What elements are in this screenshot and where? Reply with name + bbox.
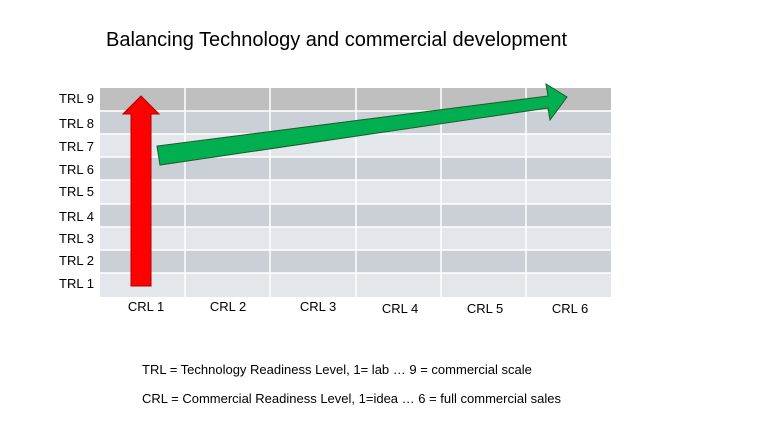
legend-trl: TRL = Technology Readiness Level, 1= lab… bbox=[142, 362, 532, 377]
trl-label-1: TRL 1 bbox=[59, 276, 94, 291]
trl-label-5: TRL 5 bbox=[59, 184, 94, 199]
trl-label-2: TRL 2 bbox=[59, 253, 94, 268]
trl-label-6: TRL 6 bbox=[59, 162, 94, 177]
trl-label-3: TRL 3 bbox=[59, 231, 94, 246]
trl-label-7: TRL 7 bbox=[59, 139, 94, 154]
crl-label-1: CRL 1 bbox=[127, 299, 165, 314]
trl-label-8: TRL 8 bbox=[59, 116, 94, 131]
crl-label-6: CRL 6 bbox=[551, 301, 589, 316]
trl-label-4: TRL 4 bbox=[59, 209, 94, 224]
trl-label-9: TRL 9 bbox=[59, 91, 94, 106]
diagram-title: Balancing Technology and commercial deve… bbox=[106, 29, 568, 51]
crl-label-3: CRL 3 bbox=[299, 299, 337, 314]
crl-label-5: CRL 5 bbox=[466, 301, 504, 316]
technology-arrow bbox=[121, 95, 161, 287]
crl-label-2: CRL 2 bbox=[209, 299, 247, 314]
legend-crl: CRL = Commercial Readiness Level, 1=idea… bbox=[142, 391, 561, 406]
crl-label-4: CRL 4 bbox=[381, 301, 419, 316]
commercial-arrow bbox=[156, 82, 568, 166]
